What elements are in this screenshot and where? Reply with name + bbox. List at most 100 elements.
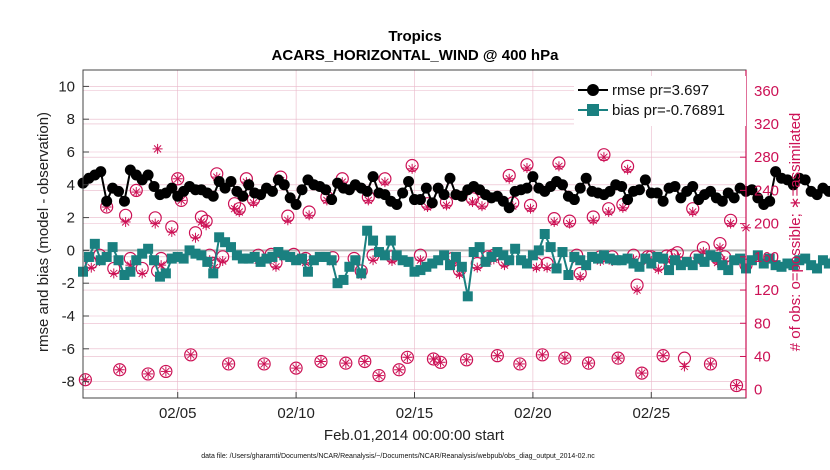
obs-assimilated-point (223, 358, 234, 369)
bias-point (107, 242, 118, 253)
bias-point (243, 253, 254, 264)
obs-assimilated-point (461, 354, 472, 365)
bias-point (533, 245, 544, 256)
bias-point (604, 253, 615, 264)
x-axis-label: Feb.01,2014 00:00:00 start (324, 427, 505, 444)
obs-possible-point (433, 355, 448, 369)
obs-assimilated-stroke (144, 370, 152, 378)
obs-possible-point (535, 348, 549, 362)
bias-point (474, 242, 485, 253)
bias-point (486, 251, 497, 262)
bias-point (782, 258, 793, 269)
obs-assimilated-stroke (493, 351, 502, 360)
y-tick-label-left: 4 (67, 177, 75, 194)
obs-assimilated-stroke (659, 351, 667, 360)
bias-point (302, 266, 313, 277)
obs-assimilated-stroke (375, 371, 383, 380)
rmse-point (296, 184, 308, 196)
bias-point (598, 250, 609, 261)
bias-point (462, 291, 473, 302)
rmse-point (326, 194, 338, 206)
obs-assimilated-point (636, 368, 647, 379)
obs-possible-point (426, 352, 441, 366)
bias-point (184, 245, 195, 256)
rmse-point (728, 192, 740, 204)
bias-point (675, 260, 686, 271)
bias-point (261, 253, 272, 264)
obs-assimilated-stroke (604, 208, 613, 216)
rmse-point (651, 187, 663, 199)
obs-assimilated-stroke (132, 188, 141, 196)
bias-point (391, 250, 402, 261)
obs-assimilated-stroke (565, 219, 574, 228)
obs-assimilated-stroke (468, 198, 477, 206)
obs-assimilated-stroke (218, 257, 227, 265)
bias-point (658, 253, 669, 264)
y-tick-label-right: 120 (754, 282, 779, 299)
obs-assimilated-point (143, 368, 154, 379)
rmse-point (444, 172, 456, 184)
bias-point (368, 235, 379, 246)
obs-possible-point (159, 364, 173, 379)
bias-point (800, 253, 811, 264)
bias-point (362, 225, 373, 236)
bias-point (202, 256, 213, 267)
bias-point (373, 247, 384, 258)
obs-assimilated-stroke (436, 358, 445, 367)
legend: rmse pr=3.697 bias pr=-0.76891 (574, 76, 746, 126)
obs-possible-point (339, 356, 353, 370)
y-tick-label-left: 8 (67, 111, 75, 128)
obs-possible-point (257, 357, 271, 371)
obs-assimilated-point (553, 161, 564, 172)
obs-assimilated-stroke (191, 233, 200, 242)
obs-assimilated-point (234, 206, 245, 217)
bias-point (326, 255, 337, 266)
chart-subtitle: ACARS_HORIZONTAL_WIND @ 400 hPa (272, 47, 560, 64)
obs-assimilated-point (731, 380, 742, 391)
obs-assimilated-stroke (688, 208, 697, 216)
bias-point (285, 251, 296, 262)
obs-assimilated-stroke (561, 354, 569, 362)
obs-assimilated-stroke (584, 359, 593, 367)
rmse-point (278, 179, 290, 191)
rmse-point (367, 171, 379, 183)
bias-point (439, 250, 450, 261)
footnote: data file: /Users/gharamti/Documents/NCA… (201, 453, 595, 460)
obs-assimilated-stroke (115, 365, 124, 374)
obs-assimilated-point (525, 203, 536, 214)
obs-assimilated-stroke (151, 219, 160, 228)
obs-possible-point (459, 353, 474, 367)
obs-assimilated-point (185, 349, 196, 360)
obs-assimilated-point (537, 349, 548, 360)
obs-assimilated-stroke (305, 211, 313, 220)
obs-assimilated-stroke (523, 164, 531, 172)
obs-assimilated-point (725, 218, 736, 229)
obs-possible-point (222, 357, 236, 371)
obs-assimilated-stroke (478, 202, 486, 211)
obs-assimilated-stroke (716, 243, 724, 252)
bias-point (646, 258, 657, 269)
bias-point (723, 265, 734, 276)
y-tick-label-left: 10 (58, 78, 75, 95)
obs-assimilated-stroke (162, 367, 170, 376)
x-tick-label: 02/05 (159, 405, 197, 422)
bias-point (699, 256, 710, 267)
obs-assimilated-point (315, 356, 326, 367)
obs-assimilated-point (542, 262, 553, 273)
bias-point (231, 250, 242, 261)
bias-point (113, 255, 124, 266)
obs-assimilated-stroke (167, 228, 176, 236)
rmse-point (118, 195, 130, 207)
bias-point (480, 256, 491, 267)
obs-possible-point (635, 366, 649, 380)
bias-point (622, 253, 633, 264)
obs-assimilated-point (441, 200, 452, 211)
bias-point (314, 251, 325, 262)
chart-title: Tropics (388, 28, 441, 45)
obs-assimilated-point (679, 361, 690, 372)
legend-bias-marker (587, 104, 599, 116)
bias-point (415, 265, 426, 276)
obs-assimilated-point (472, 262, 483, 273)
rmse-point (320, 184, 332, 196)
rmse-point (616, 180, 628, 192)
